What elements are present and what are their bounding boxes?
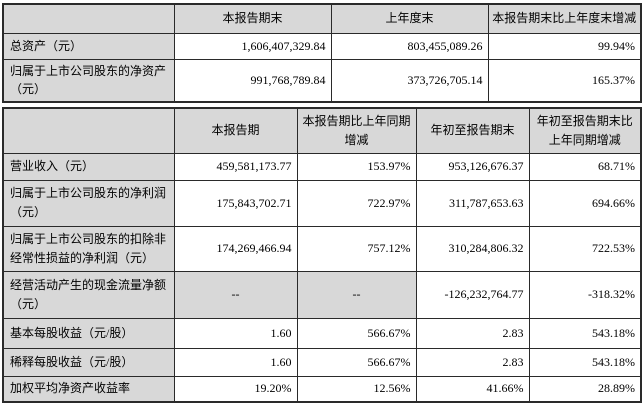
cell-weighted-avg-roe-yoy: 12.56% [296, 375, 417, 403]
col-header-period-end: 本报告期末 [173, 3, 332, 34]
row-label-diluted-eps: 稀释每股收益（元/股） [2, 347, 175, 377]
table-row-net-profit: 归属于上市公司股东的净利润（元） 175,843,702.71 722.97% … [2, 179, 642, 227]
col-header-current-period: 本报告期 [173, 107, 298, 154]
row-label-operating-revenue: 营业收入（元） [2, 152, 175, 181]
row-label-net-assets: 归属于上市公司股东的净资产（元） [2, 58, 175, 103]
table2-header-row: 本报告期 本报告期比上年同期增减 年初至报告期末 年初至报告期末比上年同期增减 [2, 107, 642, 154]
table-row-weighted-avg-roe: 加权平均净资产收益率 19.20% 12.56% 41.66% 28.89% [2, 375, 642, 403]
cell-operating-cash-flow-ytd: -126,232,764.77 [415, 270, 530, 319]
cell-deducted-net-profit-current: 174,269,466.94 [173, 225, 298, 272]
row-label-basic-eps: 基本每股收益（元/股） [2, 317, 175, 349]
table-row-basic-eps: 基本每股收益（元/股） 1.60 566.67% 2.83 543.18% [2, 317, 642, 349]
table-row-deducted-net-profit: 归属于上市公司股东的扣除非经常性损益的净利润（元） 174,269,466.94… [2, 225, 642, 272]
cell-diluted-eps-ytd: 2.83 [415, 347, 530, 377]
col-header-year-to-date-yoy-change: 年初至报告期末比上年同期增减 [528, 107, 642, 154]
table-row-total-assets: 总资产（元） 1,606,407,329.84 803,455,089.26 9… [2, 32, 642, 60]
cell-operating-cash-flow-yoy: -- [296, 270, 417, 319]
cell-operating-revenue-ytd: 953,126,676.37 [415, 152, 530, 181]
cell-weighted-avg-roe-current: 19.20% [173, 375, 298, 403]
cell-basic-eps-ytd: 2.83 [415, 317, 530, 349]
table2-corner-cell [2, 107, 175, 154]
cell-net-assets-prior-year: 373,726,705.14 [330, 58, 489, 103]
cell-basic-eps-ytd-yoy: 543.18% [528, 317, 642, 349]
balance-summary-table: 本报告期末 上年度末 本报告期末比上年度末增减 总资产（元） 1,606,407… [2, 3, 642, 103]
table1-corner-cell [2, 3, 175, 34]
cell-basic-eps-yoy: 566.67% [296, 317, 417, 349]
col-header-year-to-date: 年初至报告期末 [415, 107, 530, 154]
cell-total-assets-prior-year: 803,455,089.26 [330, 32, 489, 60]
cell-net-assets-change: 165.37% [487, 58, 642, 103]
cell-net-profit-ytd-yoy: 694.66% [528, 179, 642, 227]
cell-deducted-net-profit-ytd: 310,284,806.32 [415, 225, 530, 272]
table1-header-row: 本报告期末 上年度末 本报告期末比上年度末增减 [2, 3, 642, 34]
cell-total-assets-period-end: 1,606,407,329.84 [173, 32, 332, 60]
cell-deducted-net-profit-yoy: 757.12% [296, 225, 417, 272]
col-header-period-end-change: 本报告期末比上年度末增减 [487, 3, 642, 34]
cell-net-profit-ytd: 311,787,653.63 [415, 179, 530, 227]
col-header-current-period-yoy-change: 本报告期比上年同期增减 [296, 107, 417, 154]
performance-summary-table: 本报告期 本报告期比上年同期增减 年初至报告期末 年初至报告期末比上年同期增减 … [2, 107, 642, 403]
table-row-diluted-eps: 稀释每股收益（元/股） 1.60 566.67% 2.83 543.18% [2, 347, 642, 377]
cell-basic-eps-current: 1.60 [173, 317, 298, 349]
row-label-net-profit: 归属于上市公司股东的净利润（元） [2, 179, 175, 227]
cell-diluted-eps-current: 1.60 [173, 347, 298, 377]
cell-deducted-net-profit-ytd-yoy: 722.53% [528, 225, 642, 272]
cell-operating-cash-flow-ytd-yoy: -318.32% [528, 270, 642, 319]
cell-operating-revenue-current: 459,581,173.77 [173, 152, 298, 181]
row-label-weighted-avg-roe: 加权平均净资产收益率 [2, 375, 175, 403]
col-header-prior-year-end: 上年度末 [330, 3, 489, 34]
table-row-operating-cash-flow: 经营活动产生的现金流量净额（元） -- -- -126,232,764.77 -… [2, 270, 642, 319]
table-row-net-assets: 归属于上市公司股东的净资产（元） 991,768,789.84 373,726,… [2, 58, 642, 103]
cell-operating-revenue-ytd-yoy: 68.71% [528, 152, 642, 181]
row-label-deducted-net-profit: 归属于上市公司股东的扣除非经常性损益的净利润（元） [2, 225, 175, 272]
cell-operating-revenue-yoy: 153.97% [296, 152, 417, 181]
row-label-operating-cash-flow: 经营活动产生的现金流量净额（元） [2, 270, 175, 319]
table-row-operating-revenue: 营业收入（元） 459,581,173.77 153.97% 953,126,6… [2, 152, 642, 181]
cell-diluted-eps-ytd-yoy: 543.18% [528, 347, 642, 377]
cell-diluted-eps-yoy: 566.67% [296, 347, 417, 377]
row-label-total-assets: 总资产（元） [2, 32, 175, 60]
cell-operating-cash-flow-current: -- [173, 270, 298, 319]
cell-net-profit-current: 175,843,702.71 [173, 179, 298, 227]
cell-net-assets-period-end: 991,768,789.84 [173, 58, 332, 103]
cell-total-assets-change: 99.94% [487, 32, 642, 60]
cell-weighted-avg-roe-ytd: 41.66% [415, 375, 530, 403]
cell-weighted-avg-roe-ytd-yoy: 28.89% [528, 375, 642, 403]
cell-net-profit-yoy: 722.97% [296, 179, 417, 227]
